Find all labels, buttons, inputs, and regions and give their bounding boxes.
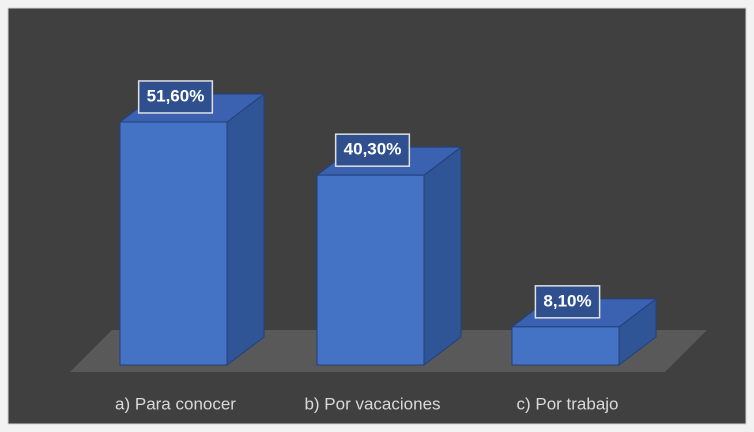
x-tick-label: b) Por vacaciones xyxy=(304,394,440,413)
bar xyxy=(511,326,620,366)
value-label: 40,30% xyxy=(344,140,402,159)
value-label: 51,60% xyxy=(147,86,205,105)
value-label-box xyxy=(137,80,214,114)
x-tick-label: a) Para conocer xyxy=(115,394,236,413)
value-label-box xyxy=(334,133,411,167)
bar xyxy=(316,174,425,366)
bar-side xyxy=(226,92,265,367)
bar-side xyxy=(423,146,462,367)
x-tick-label: c) Por trabajo xyxy=(516,394,618,413)
bar xyxy=(119,121,228,366)
value-label: 8,10% xyxy=(543,291,591,310)
value-label-box xyxy=(534,285,601,319)
